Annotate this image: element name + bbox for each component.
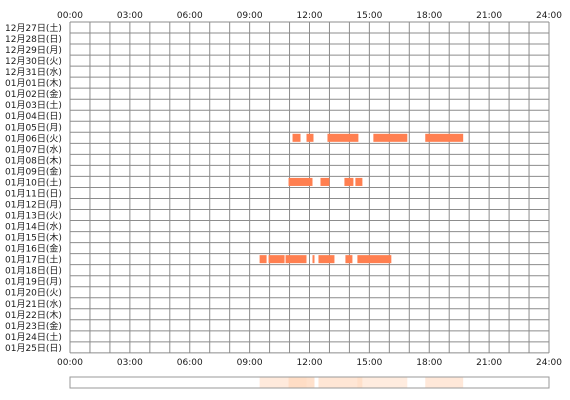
activity-bar [318, 255, 335, 264]
activity-bar [312, 255, 315, 264]
date-label: 01月16日(金) [5, 243, 62, 255]
x-tick-label-bottom: 21:00 [476, 358, 502, 368]
activity-bar [357, 255, 392, 264]
activity-bar [306, 133, 314, 142]
activity-bar [345, 255, 353, 264]
x-tick-label-top: 09:00 [237, 11, 263, 21]
x-axis-bottom: 00:00 03:00 06:00 09:00 12:00 15:00 18:00 21:00… [57, 358, 562, 368]
x-tick-label-top: 00:00 [57, 11, 83, 21]
date-label: 01月23日(金) [5, 320, 62, 332]
x-tick-label-top: 18:00 [416, 11, 442, 21]
summary-strip [69, 376, 550, 389]
activity-bar [355, 177, 363, 186]
activity-bars [259, 133, 464, 264]
date-label: 01月18日(日) [5, 266, 62, 277]
x-tick-label-top: 24:00 [536, 11, 562, 21]
date-label: 01月24日(土) [5, 331, 62, 343]
date-label: 01月02日(金) [5, 88, 62, 100]
activity-bar [288, 177, 313, 186]
activity-bar [259, 255, 267, 264]
date-label: 12月31日(水) [5, 66, 62, 78]
date-label: 01月21日(水) [5, 298, 62, 310]
chart-grid [69, 21, 550, 354]
activity-bar [373, 133, 408, 142]
x-axis-top: 00:00 03:00 06:00 09:00 12:00 15:00 18:00 21:00… [57, 11, 562, 21]
summary-segment [318, 377, 363, 388]
date-label: 01月13日(火) [5, 211, 62, 222]
date-label: 12月28日(日) [5, 34, 62, 45]
x-tick-label-bottom: 18:00 [416, 358, 442, 368]
date-label: 12月29日(月) [5, 45, 62, 56]
x-tick-label-bottom: 15:00 [356, 358, 382, 368]
date-label: 01月03日(土) [5, 99, 62, 111]
date-label: 01月10日(土) [5, 176, 62, 188]
date-label: 12月27日(土) [5, 22, 62, 34]
activity-bar [327, 133, 359, 142]
x-tick-label-bottom: 24:00 [536, 358, 562, 368]
activity-bar [344, 177, 354, 186]
activity-bar [285, 255, 307, 264]
date-label: 01月05日(月) [5, 122, 62, 133]
date-label: 01月14日(水) [5, 221, 62, 233]
date-label: 01月19日(月) [5, 277, 62, 288]
summary-frame [69, 376, 550, 389]
x-tick-label-top: 03:00 [117, 11, 143, 21]
date-label: 01月01日(木) [5, 77, 62, 89]
activity-bar [292, 133, 301, 142]
activity-bar [425, 133, 464, 142]
summary-segment [425, 377, 464, 388]
x-tick-label-top: 21:00 [476, 11, 502, 21]
summary-segment [357, 377, 408, 388]
summary-segment [259, 377, 307, 388]
date-label: 01月22日(木) [5, 309, 62, 321]
y-axis-dates: 12月27日(土)12月28日(日)12月29日(月)12月30日(火)12月3… [5, 22, 62, 354]
date-label: 01月25日(日) [5, 343, 62, 354]
x-tick-label-top: 12:00 [297, 11, 323, 21]
x-tick-label-bottom: 12:00 [297, 358, 323, 368]
date-label: 01月09日(金) [5, 165, 62, 177]
date-label: 01月06日(火) [5, 133, 62, 144]
x-tick-label-bottom: 03:00 [117, 358, 143, 368]
x-tick-label-bottom: 00:00 [57, 358, 83, 368]
date-label: 12月30日(火) [5, 56, 62, 67]
date-label: 01月12日(月) [5, 199, 62, 210]
x-tick-label-top: 06:00 [177, 11, 203, 21]
activity-bar [320, 177, 330, 186]
date-label: 01月07日(水) [5, 143, 62, 155]
x-tick-label-bottom: 06:00 [177, 358, 203, 368]
date-label: 01月08日(木) [5, 154, 62, 166]
x-tick-label-bottom: 09:00 [237, 358, 263, 368]
date-label: 01月15日(木) [5, 232, 62, 244]
date-label: 01月20日(火) [5, 288, 62, 299]
x-tick-label-top: 15:00 [356, 11, 382, 21]
date-label: 01月11日(日) [5, 188, 62, 199]
activity-bar [268, 255, 285, 264]
date-label: 01月17日(土) [5, 254, 62, 266]
summary-segment [288, 377, 315, 388]
date-label: 01月04日(日) [5, 111, 62, 122]
